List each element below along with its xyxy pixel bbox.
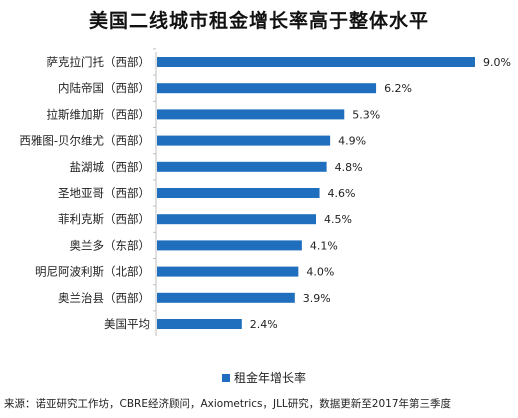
legend-swatch: [222, 374, 230, 382]
bar: [157, 83, 377, 94]
category-label: 明尼阿波利斯（北部）: [35, 265, 150, 279]
data-label: 2.4%: [250, 318, 278, 331]
data-label: 4.0%: [306, 266, 334, 279]
category-label: 萨克拉门托（西部）: [47, 55, 151, 69]
bar: [157, 214, 316, 225]
category-label: 菲利克斯（西部）: [58, 212, 150, 226]
source-note: 来源：诺亚研究工作坊，CBRE经济顾问，Axiometrics，JLL研究，数据…: [4, 398, 452, 410]
bar: [157, 109, 345, 120]
data-label: 4.1%: [310, 239, 338, 252]
category-label: 奥兰多（东部）: [70, 238, 151, 252]
data-label: 4.5%: [324, 213, 352, 226]
category-label: 奥兰治县（西部）: [58, 291, 150, 305]
legend-label: 租金年增长率: [234, 370, 306, 385]
data-label: 6.2%: [384, 82, 412, 95]
bar: [157, 135, 331, 146]
category-label: 内陆帝国（西部）: [58, 81, 150, 95]
data-label: 3.9%: [303, 292, 331, 305]
category-label: 西雅图-贝尔维尤（西部）: [19, 134, 150, 148]
data-label: 4.6%: [328, 187, 356, 200]
category-label: 美国平均: [104, 317, 150, 331]
bar: [157, 188, 320, 198]
bar: [157, 292, 295, 303]
category-label: 拉斯维加斯（西部）: [47, 107, 151, 121]
data-label: 4.9%: [338, 135, 366, 148]
category-label: 圣地亚哥（西部）: [58, 186, 150, 200]
chart-title: 美国二线城市租金增长率高于整体水平: [88, 10, 429, 32]
category-label: 盐湖城（西部）: [70, 160, 151, 174]
bar: [157, 57, 475, 67]
bar: [157, 240, 302, 251]
data-label: 4.8%: [335, 161, 363, 174]
bar: [157, 266, 299, 277]
data-label: 5.3%: [352, 108, 380, 121]
bar: [157, 319, 242, 329]
bar: [157, 161, 327, 172]
data-label: 9.0%: [483, 56, 511, 69]
